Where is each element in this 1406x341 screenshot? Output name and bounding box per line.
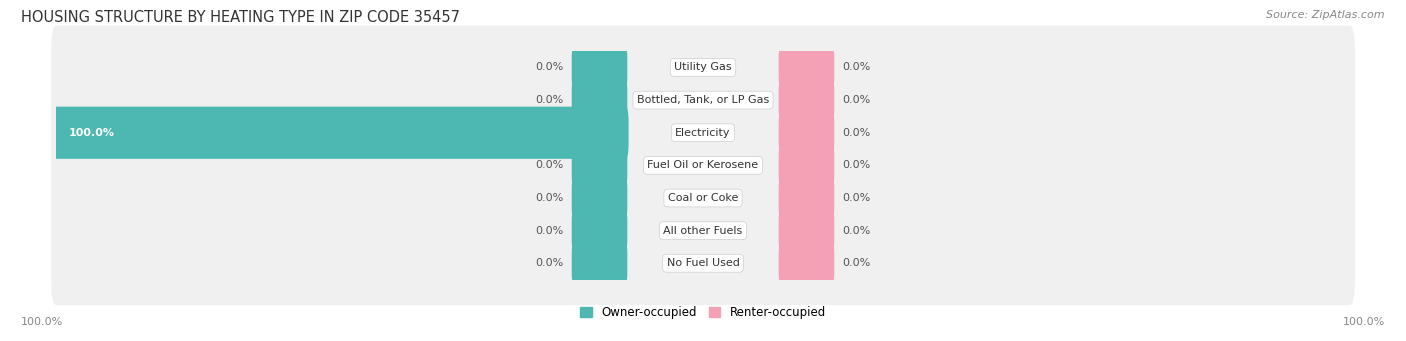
- Text: HOUSING STRUCTURE BY HEATING TYPE IN ZIP CODE 35457: HOUSING STRUCTURE BY HEATING TYPE IN ZIP…: [21, 10, 460, 25]
- FancyBboxPatch shape: [572, 80, 627, 120]
- Text: Bottled, Tank, or LP Gas: Bottled, Tank, or LP Gas: [637, 95, 769, 105]
- Text: Source: ZipAtlas.com: Source: ZipAtlas.com: [1267, 10, 1385, 20]
- FancyBboxPatch shape: [779, 211, 834, 250]
- FancyBboxPatch shape: [51, 91, 1355, 175]
- FancyBboxPatch shape: [779, 146, 834, 185]
- Text: 100.0%: 100.0%: [21, 317, 63, 327]
- FancyBboxPatch shape: [572, 178, 627, 218]
- Text: 0.0%: 0.0%: [536, 193, 564, 203]
- FancyBboxPatch shape: [53, 107, 628, 159]
- Text: 0.0%: 0.0%: [536, 258, 564, 268]
- Text: 0.0%: 0.0%: [842, 95, 870, 105]
- Text: 0.0%: 0.0%: [842, 128, 870, 138]
- Text: 0.0%: 0.0%: [842, 226, 870, 236]
- Text: 0.0%: 0.0%: [842, 258, 870, 268]
- Text: 0.0%: 0.0%: [536, 160, 564, 170]
- FancyBboxPatch shape: [779, 113, 834, 152]
- Text: No Fuel Used: No Fuel Used: [666, 258, 740, 268]
- Text: 0.0%: 0.0%: [842, 193, 870, 203]
- FancyBboxPatch shape: [51, 58, 1355, 142]
- Legend: Owner-occupied, Renter-occupied: Owner-occupied, Renter-occupied: [575, 301, 831, 324]
- FancyBboxPatch shape: [779, 178, 834, 218]
- FancyBboxPatch shape: [51, 222, 1355, 305]
- Text: Fuel Oil or Kerosene: Fuel Oil or Kerosene: [647, 160, 759, 170]
- Text: Utility Gas: Utility Gas: [675, 62, 731, 73]
- FancyBboxPatch shape: [572, 146, 627, 185]
- Text: 0.0%: 0.0%: [536, 62, 564, 73]
- FancyBboxPatch shape: [779, 48, 834, 87]
- Text: 100.0%: 100.0%: [1343, 317, 1385, 327]
- FancyBboxPatch shape: [51, 189, 1355, 272]
- FancyBboxPatch shape: [779, 80, 834, 120]
- FancyBboxPatch shape: [572, 211, 627, 250]
- FancyBboxPatch shape: [51, 26, 1355, 109]
- FancyBboxPatch shape: [572, 48, 627, 87]
- FancyBboxPatch shape: [51, 156, 1355, 240]
- Text: Electricity: Electricity: [675, 128, 731, 138]
- Text: 0.0%: 0.0%: [536, 95, 564, 105]
- Text: Coal or Coke: Coal or Coke: [668, 193, 738, 203]
- Text: 0.0%: 0.0%: [536, 226, 564, 236]
- Text: 100.0%: 100.0%: [69, 128, 115, 138]
- Text: 0.0%: 0.0%: [842, 62, 870, 73]
- FancyBboxPatch shape: [572, 244, 627, 283]
- FancyBboxPatch shape: [51, 123, 1355, 207]
- Text: All other Fuels: All other Fuels: [664, 226, 742, 236]
- Text: 0.0%: 0.0%: [842, 160, 870, 170]
- FancyBboxPatch shape: [779, 244, 834, 283]
